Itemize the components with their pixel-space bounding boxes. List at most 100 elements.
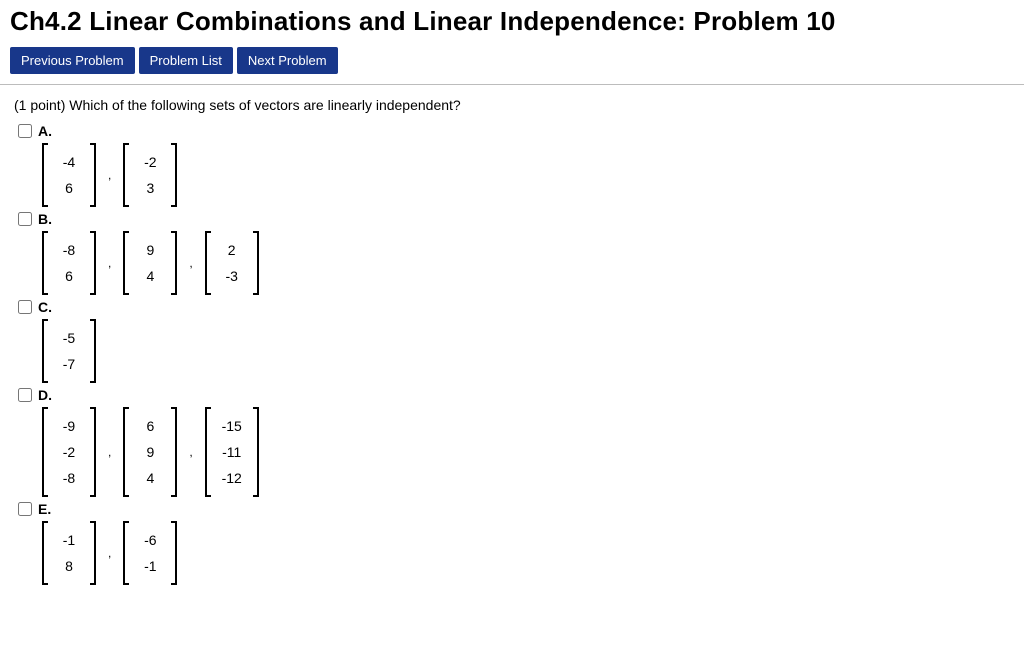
- vector-cell: 2: [219, 237, 245, 263]
- vectors-row: -86, 94, 2-3: [40, 231, 1014, 295]
- vector-cells: -86: [50, 231, 88, 295]
- right-bracket-icon: [88, 407, 98, 497]
- vector: -46: [40, 143, 98, 207]
- vector-cell: -3: [219, 263, 245, 289]
- vector: -5-7: [40, 319, 98, 383]
- previous-problem-button[interactable]: Previous Problem: [10, 47, 135, 74]
- next-problem-button[interactable]: Next Problem: [237, 47, 338, 74]
- vector-cell: -6: [137, 527, 163, 553]
- vectors-row: -18,-6-1: [40, 521, 1014, 585]
- vector-cells: -15-11-12: [213, 407, 251, 497]
- vectors-row: -9-2-8, 694, -15-11-12: [40, 407, 1014, 497]
- option-label: E.: [38, 501, 51, 517]
- vector-cell: 6: [56, 175, 82, 201]
- left-bracket-icon: [121, 407, 131, 497]
- vector-cells: -46: [50, 143, 88, 207]
- vector-cell: -9: [56, 413, 82, 439]
- option-header: B.: [18, 211, 1014, 227]
- right-bracket-icon: [169, 407, 179, 497]
- vector-cells: -9-2-8: [50, 407, 88, 497]
- vector-cell: 9: [137, 237, 163, 263]
- left-bracket-icon: [121, 143, 131, 207]
- vector-cells: 2-3: [213, 231, 251, 295]
- vector-cell: 9: [137, 439, 163, 465]
- right-bracket-icon: [169, 521, 179, 585]
- vector-cell: 8: [56, 553, 82, 579]
- vector-cells: 694: [131, 407, 169, 497]
- vector-cell: 6: [137, 413, 163, 439]
- vector-cell: 4: [137, 465, 163, 491]
- vector: -6-1: [121, 521, 179, 585]
- right-bracket-icon: [251, 231, 261, 295]
- right-bracket-icon: [88, 143, 98, 207]
- vector-cell: -7: [56, 351, 82, 377]
- option-block: E.-18,-6-1: [18, 501, 1014, 585]
- option-checkbox[interactable]: [18, 502, 32, 516]
- option-checkbox[interactable]: [18, 212, 32, 226]
- vector-cell: 4: [137, 263, 163, 289]
- vector-separator: ,: [104, 546, 115, 560]
- right-bracket-icon: [88, 521, 98, 585]
- option-header: E.: [18, 501, 1014, 517]
- vector-cell: -2: [56, 439, 82, 465]
- vector-separator: ,: [104, 168, 115, 182]
- vector-cell: 3: [137, 175, 163, 201]
- vector: 94: [121, 231, 179, 295]
- left-bracket-icon: [40, 521, 50, 585]
- vector-cells: -23: [131, 143, 169, 207]
- vectors-row: -5-7: [40, 319, 1014, 383]
- vector: 694: [121, 407, 179, 497]
- problem-content: (1 point) Which of the following sets of…: [0, 85, 1024, 597]
- prompt-text: Which of the following sets of vectors a…: [65, 97, 460, 113]
- vector-cells: -5-7: [50, 319, 88, 383]
- vector-cell: -1: [137, 553, 163, 579]
- option-checkbox[interactable]: [18, 300, 32, 314]
- vector-cell: -8: [56, 465, 82, 491]
- vector-cell: -5: [56, 325, 82, 351]
- problem-list-button[interactable]: Problem List: [139, 47, 233, 74]
- option-checkbox[interactable]: [18, 388, 32, 402]
- left-bracket-icon: [121, 521, 131, 585]
- right-bracket-icon: [251, 407, 261, 497]
- option-block: D.-9-2-8,694,-15-11-12: [18, 387, 1014, 497]
- option-label: C.: [38, 299, 52, 315]
- vector-cell: -4: [56, 149, 82, 175]
- points-label: (1 point): [14, 97, 65, 113]
- right-bracket-icon: [169, 231, 179, 295]
- left-bracket-icon: [203, 407, 213, 497]
- option-header: D.: [18, 387, 1014, 403]
- vector-separator: ,: [185, 445, 196, 459]
- vector-cells: -18: [50, 521, 88, 585]
- page-title: Ch4.2 Linear Combinations and Linear Ind…: [0, 0, 1024, 47]
- vector: -18: [40, 521, 98, 585]
- option-label: D.: [38, 387, 52, 403]
- vector-separator: ,: [104, 445, 115, 459]
- vector-cell: -12: [219, 465, 245, 491]
- vector-separator: ,: [185, 256, 196, 270]
- option-label: A.: [38, 123, 52, 139]
- option-header: C.: [18, 299, 1014, 315]
- option-block: B. -86, 94, 2-3: [18, 211, 1014, 295]
- vector-cell: 6: [56, 263, 82, 289]
- vector-cell: -15: [219, 413, 245, 439]
- left-bracket-icon: [40, 319, 50, 383]
- option-block: A.-46,-23: [18, 123, 1014, 207]
- right-bracket-icon: [88, 319, 98, 383]
- vector-cells: -6-1: [131, 521, 169, 585]
- vector: -9-2-8: [40, 407, 98, 497]
- vector-cell: -1: [56, 527, 82, 553]
- problem-prompt: (1 point) Which of the following sets of…: [14, 97, 1014, 113]
- options-container: A.-46,-23B.-86,94,2-3C.-5-7D.-9-2-8,694,…: [14, 123, 1014, 585]
- left-bracket-icon: [40, 231, 50, 295]
- left-bracket-icon: [203, 231, 213, 295]
- vector-separator: ,: [104, 256, 115, 270]
- nav-row: Previous Problem Problem List Next Probl…: [0, 47, 1024, 85]
- left-bracket-icon: [40, 143, 50, 207]
- right-bracket-icon: [169, 143, 179, 207]
- right-bracket-icon: [88, 231, 98, 295]
- option-header: A.: [18, 123, 1014, 139]
- left-bracket-icon: [40, 407, 50, 497]
- left-bracket-icon: [121, 231, 131, 295]
- option-checkbox[interactable]: [18, 124, 32, 138]
- vector: -86: [40, 231, 98, 295]
